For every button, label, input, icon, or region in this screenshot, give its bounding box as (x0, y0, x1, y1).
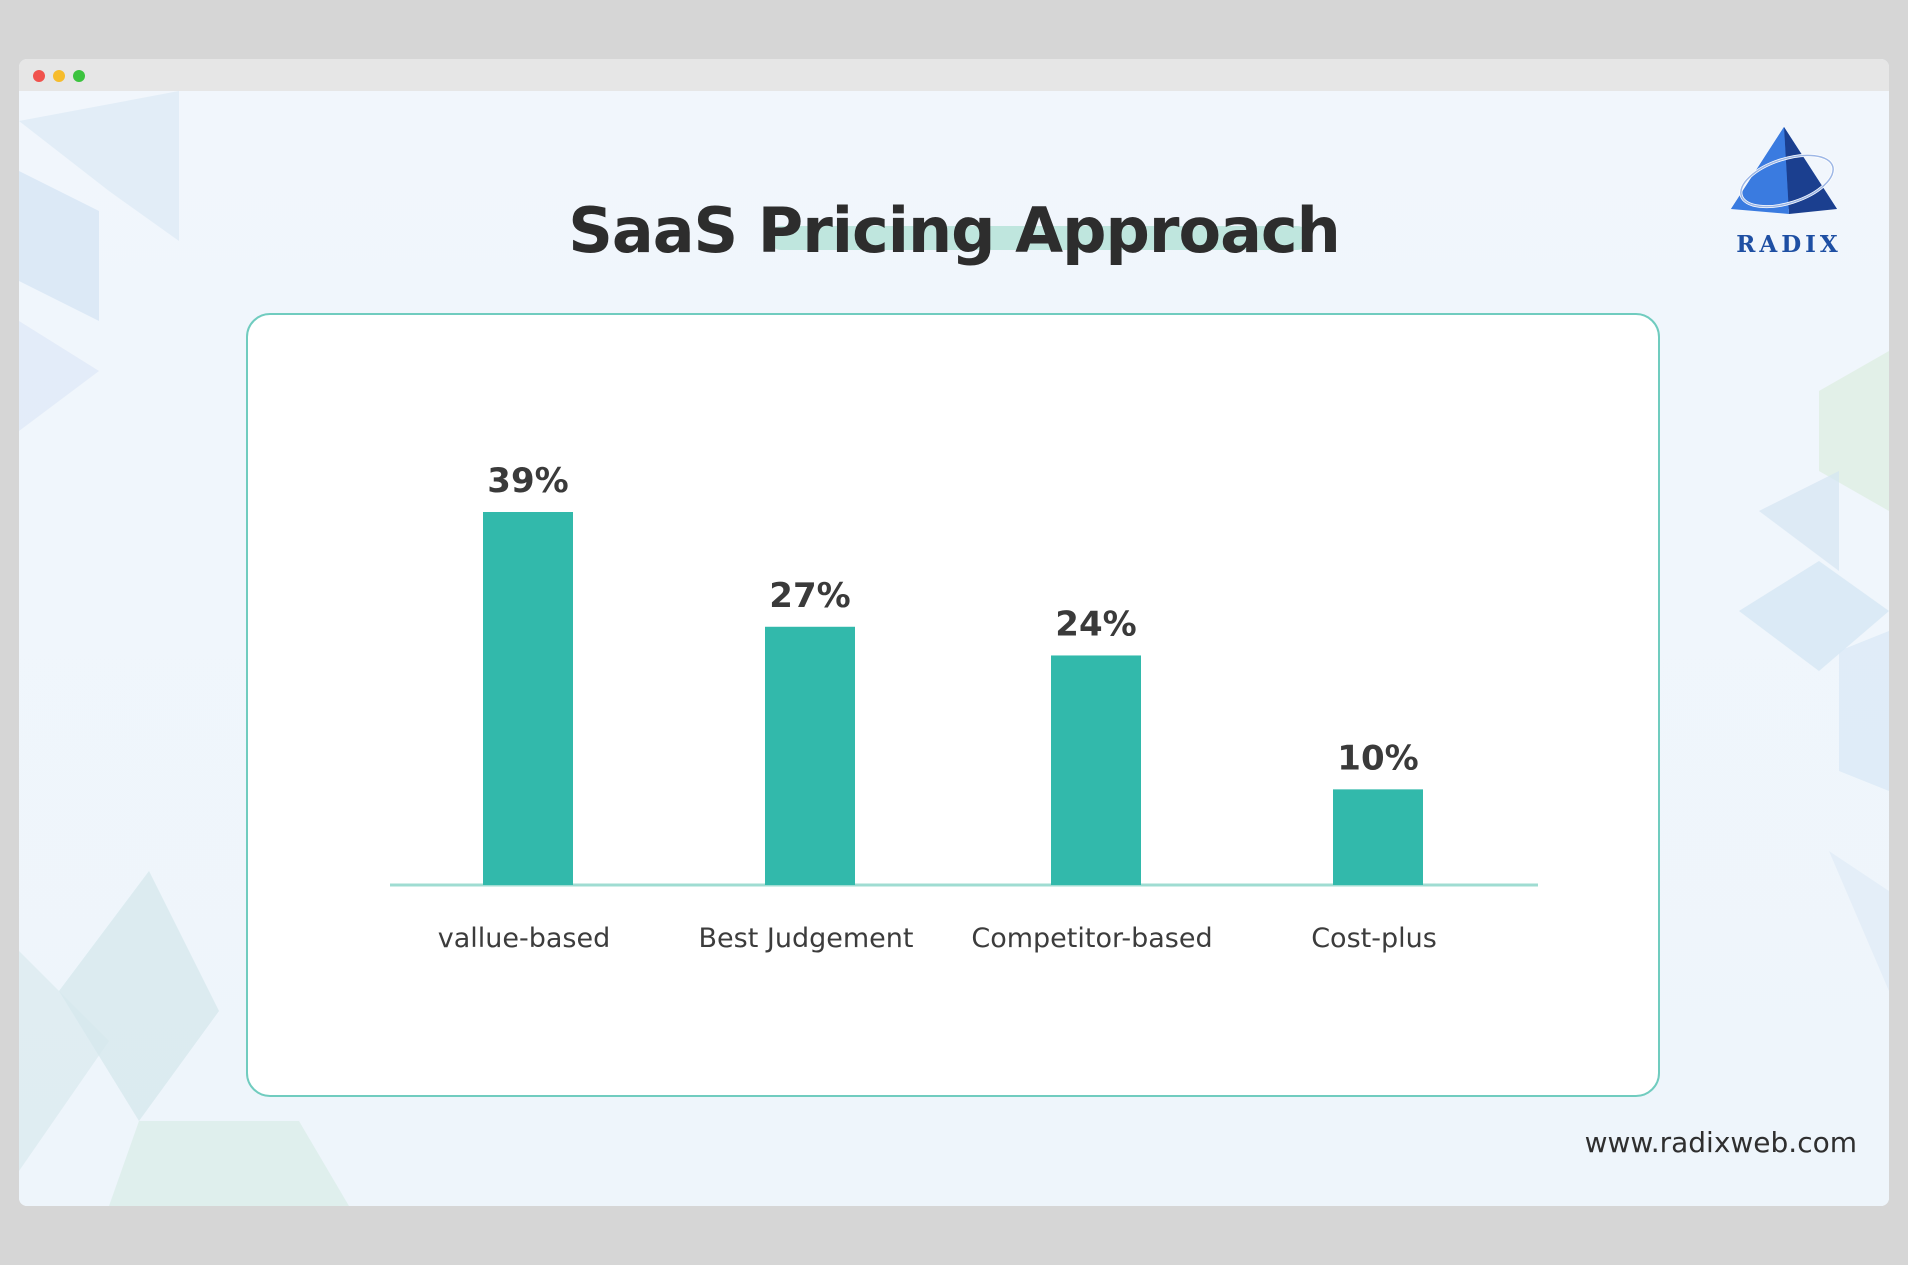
bar-chart: 39% vallue-based 27% Best Judgement 24% Compe… (390, 461, 1538, 954)
bar-2 (765, 626, 855, 885)
chart-title: SaaS Pricing Approach (568, 194, 1341, 267)
infographic-slide: SaaS Pricing Approach RADIX 39% vallue-ba… (19, 91, 1889, 1206)
category-label: vallue-based (438, 923, 611, 954)
category-label: Competitor-based (971, 923, 1212, 954)
radix-logo-icon (1731, 127, 1837, 214)
background-decoration (19, 91, 1889, 1206)
bar-value-label: 10% (1337, 738, 1418, 778)
minimize-window-button[interactable] (53, 70, 65, 82)
category-label: Best Judgement (699, 923, 914, 954)
maximize-window-button[interactable] (73, 70, 85, 82)
chart-card: 39% vallue-based 27% Best Judgement 24% Compe… (246, 313, 1660, 1097)
title-highlight (769, 226, 1309, 250)
bar-value-label: 27% (769, 576, 850, 616)
bar-value-label: 24% (1055, 604, 1136, 644)
bar-3 (1051, 655, 1141, 885)
close-window-button[interactable] (33, 70, 45, 82)
bar-4 (1333, 789, 1423, 885)
bar-value-label: 39% (487, 461, 568, 501)
radix-logo-text: RADIX (1736, 231, 1842, 258)
bar-1 (483, 512, 573, 885)
website-url[interactable]: www.radixweb.com (1584, 1126, 1857, 1159)
window-titlebar (19, 59, 1889, 91)
category-label: Cost-plus (1311, 923, 1437, 954)
browser-window: SaaS Pricing Approach RADIX 39% vallue-ba… (19, 59, 1889, 1206)
